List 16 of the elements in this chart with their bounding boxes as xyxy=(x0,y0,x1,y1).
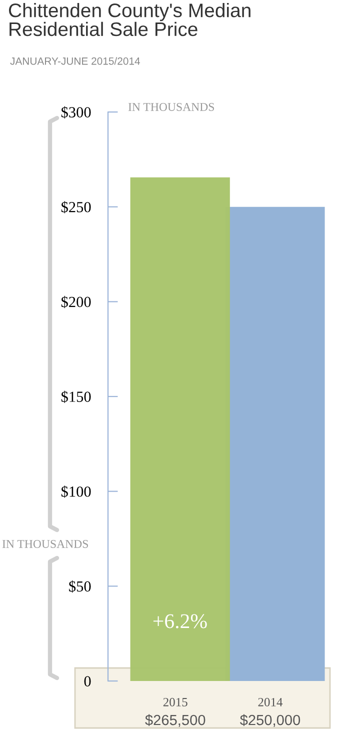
y-tick-label: $50 xyxy=(69,580,91,593)
y-axis-title: IN THOUSANDS xyxy=(2,540,88,548)
chart-title: Chittenden County's Median Residential Sale Price xyxy=(8,3,250,36)
chart-subtitle: JANUARY-JUNE 2015/2014 xyxy=(10,57,140,65)
y-tick-label: $200 xyxy=(61,296,91,308)
text: IN THOUSANDS xyxy=(128,103,214,111)
y-tick-label: 0 xyxy=(84,676,91,686)
annotation: +6.2% xyxy=(153,614,207,628)
x-tick-label: 2015 xyxy=(163,698,188,706)
y-tick-label: $300 xyxy=(61,106,91,118)
y-tick-label: $250 xyxy=(61,201,91,214)
text: $250,000 xyxy=(240,714,300,727)
x-tick-label: 2014 xyxy=(258,698,283,706)
y-tick-label: $150 xyxy=(61,390,91,403)
text: $265,500 xyxy=(145,714,206,727)
y-tick-label: $100 xyxy=(61,486,91,498)
